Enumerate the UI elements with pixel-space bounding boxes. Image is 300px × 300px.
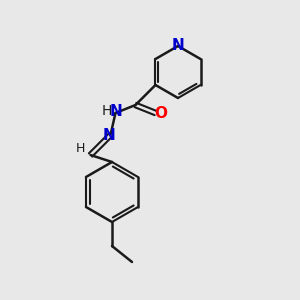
Text: N: N [172,38,184,53]
Text: O: O [154,106,167,121]
Text: H: H [76,142,85,155]
Text: N: N [103,128,116,143]
Text: H: H [102,104,112,118]
Text: N: N [110,104,123,119]
